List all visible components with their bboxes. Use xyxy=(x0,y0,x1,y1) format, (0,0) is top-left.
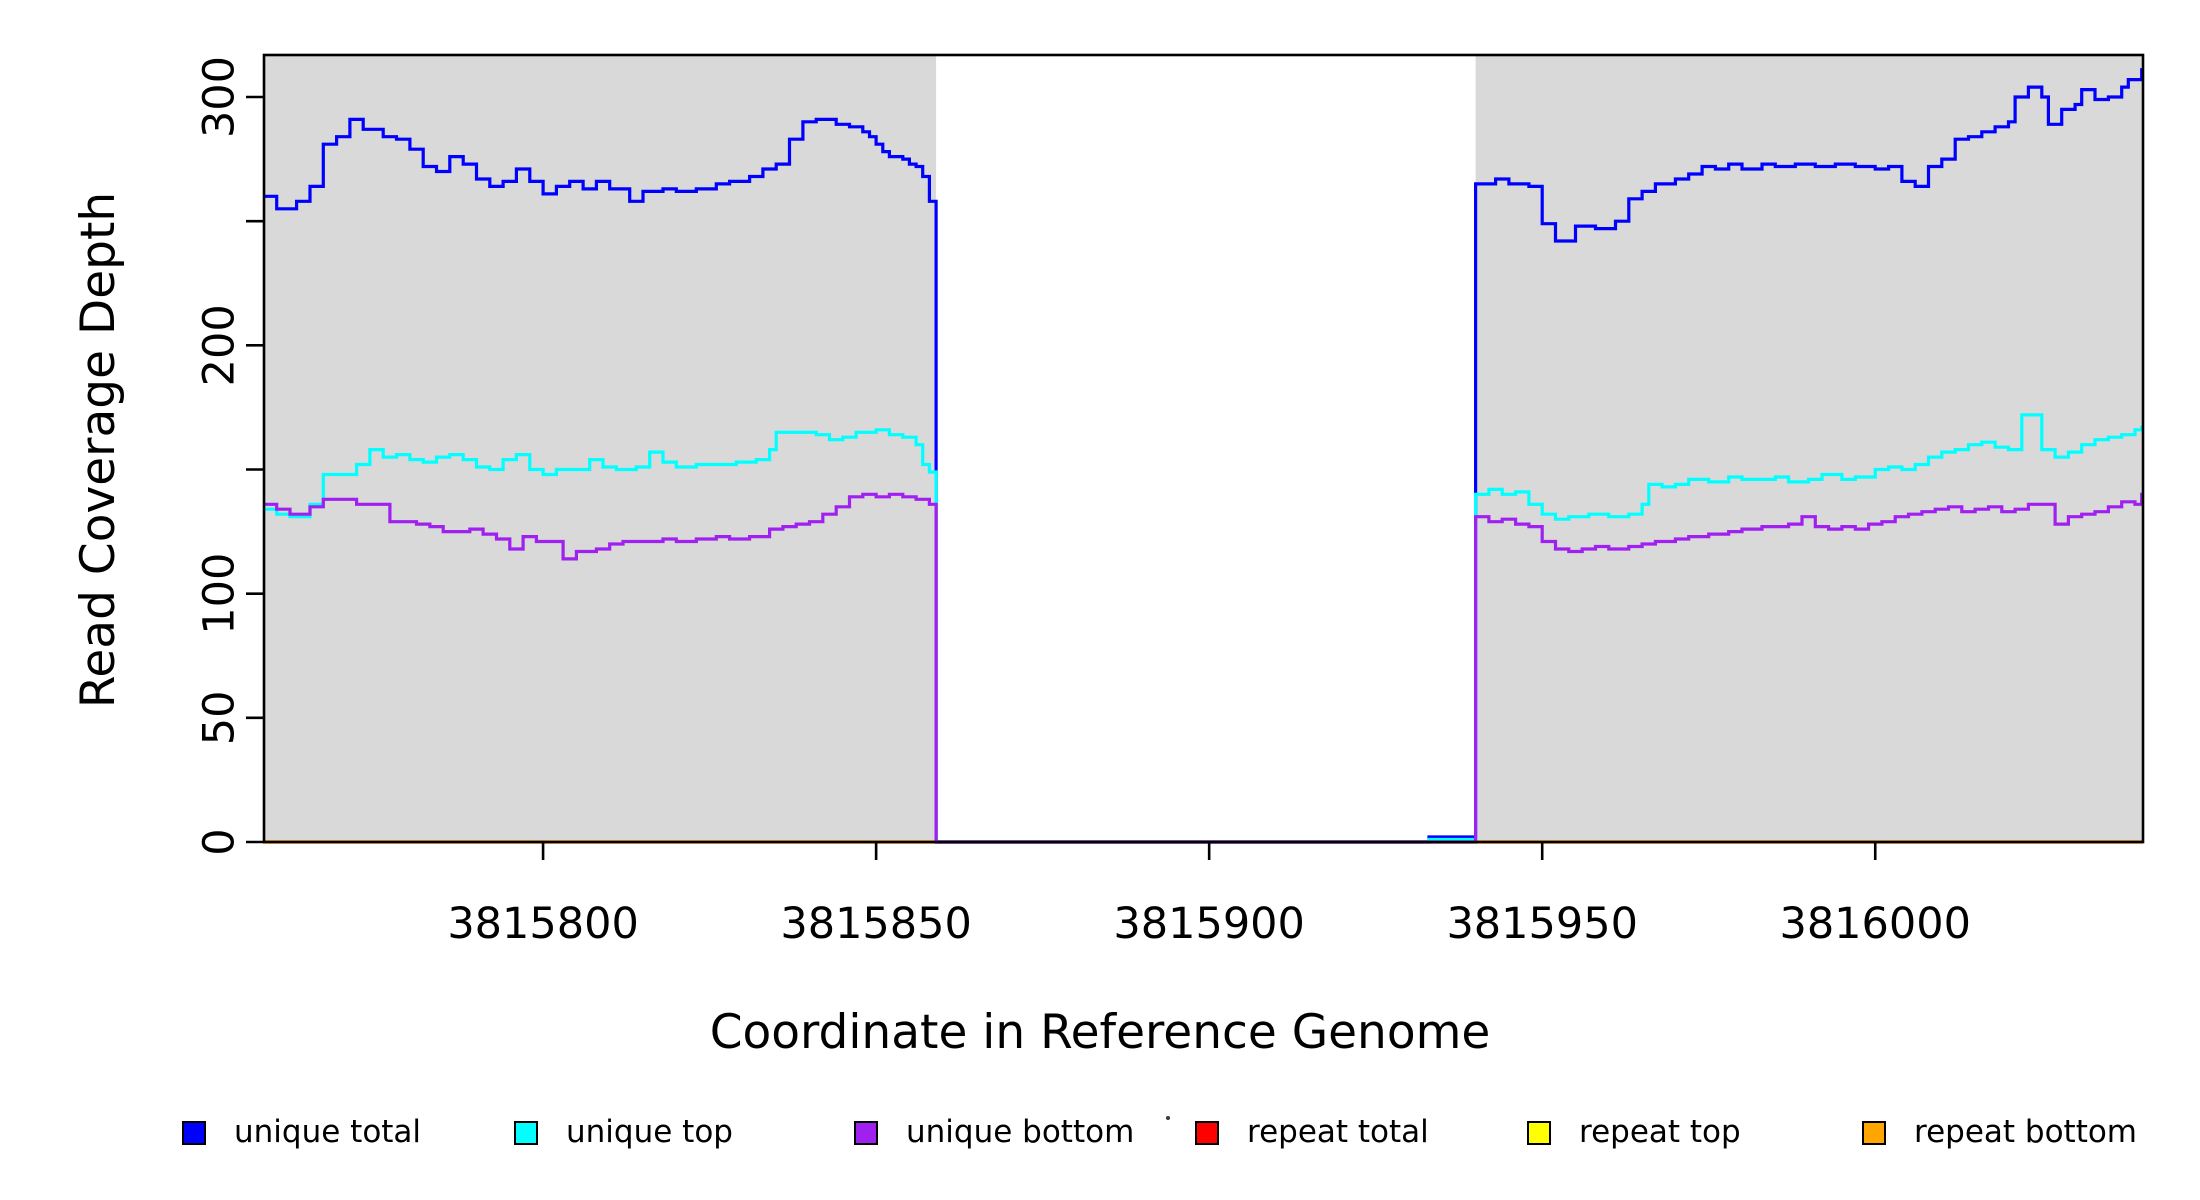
y-axis-title: Read Coverage Depth xyxy=(71,191,126,709)
shaded-region xyxy=(263,55,937,842)
x-tick-label: 3815900 xyxy=(1113,899,1305,949)
shaded-region xyxy=(1475,55,2142,842)
y-tick-label: 300 xyxy=(195,56,245,138)
x-axis-title: Coordinate in Reference Genome xyxy=(709,1005,1491,1060)
stray-dot-artifact xyxy=(1166,1116,1170,1120)
series-unique-total xyxy=(263,68,2144,844)
y-tick-label: 50 xyxy=(195,690,245,745)
plot-border xyxy=(262,53,2145,844)
x-tick-label: 3816000 xyxy=(1779,899,1971,949)
y-tick-label: 0 xyxy=(195,828,245,855)
x-tick-label: 3815800 xyxy=(447,899,639,949)
y-tick-label: 200 xyxy=(195,304,245,386)
x-tick-label: 3815850 xyxy=(780,899,972,949)
y-tick-label: 100 xyxy=(195,553,245,635)
x-tick-label: 3815950 xyxy=(1446,899,1638,949)
series-unique-bottom xyxy=(263,492,2144,844)
